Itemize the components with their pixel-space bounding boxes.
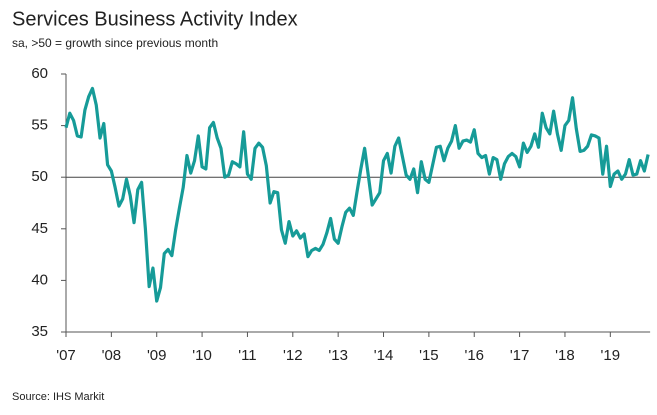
- y-tick-label: 40: [31, 271, 48, 288]
- x-tick-label: '17: [510, 347, 530, 364]
- x-tick-label: '09: [147, 347, 167, 364]
- x-tick-label: '13: [328, 347, 348, 364]
- x-tick-label: '08: [102, 347, 122, 364]
- x-tick-label: '07: [56, 347, 76, 364]
- x-tick-label: '12: [283, 347, 303, 364]
- x-tick-label: '15: [419, 347, 439, 364]
- x-tick-label: '14: [374, 347, 394, 364]
- chart-title: Services Business Activity Index: [12, 8, 298, 30]
- y-tick-label: 50: [31, 168, 48, 185]
- y-tick-label: 35: [31, 323, 48, 340]
- x-tick-label: '10: [192, 347, 212, 364]
- y-tick-label: 55: [31, 117, 48, 134]
- data-line: [64, 86, 650, 303]
- y-tick-label: 60: [31, 65, 48, 82]
- x-tick-label: '11: [238, 347, 256, 364]
- chart-subtitle: sa, >50 = growth since previous month: [12, 36, 218, 50]
- x-tick-label: '18: [555, 347, 575, 364]
- source: Source: IHS Markit: [12, 391, 104, 403]
- y-tick-label: 45: [31, 220, 48, 237]
- x-tick-label: '19: [601, 347, 621, 364]
- x-tick-label: '16: [464, 347, 484, 364]
